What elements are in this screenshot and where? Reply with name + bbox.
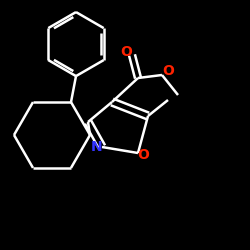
Text: O: O xyxy=(120,45,132,59)
Text: O: O xyxy=(137,148,149,162)
Text: N: N xyxy=(91,140,103,154)
Text: O: O xyxy=(162,64,174,78)
